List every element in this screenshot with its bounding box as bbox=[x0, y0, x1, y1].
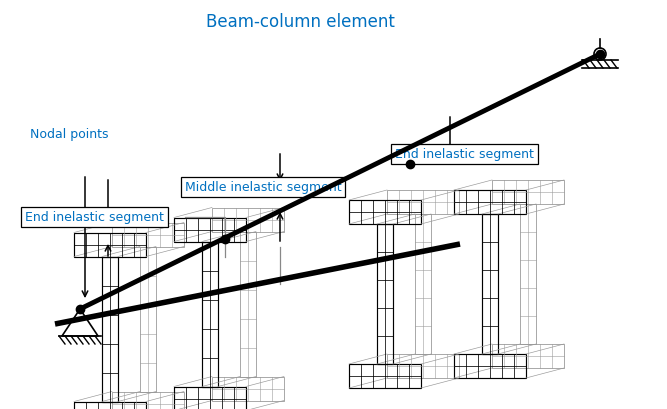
Bar bbox=[349, 200, 421, 225]
Bar bbox=[74, 402, 146, 409]
Bar bbox=[349, 364, 421, 388]
Bar bbox=[387, 354, 459, 378]
Bar bbox=[240, 232, 256, 377]
Bar bbox=[112, 391, 184, 409]
Bar bbox=[454, 354, 526, 378]
Bar bbox=[482, 214, 498, 354]
Bar bbox=[174, 387, 246, 409]
Bar bbox=[492, 180, 564, 204]
Bar bbox=[74, 233, 146, 257]
Bar bbox=[212, 208, 284, 232]
Text: End inelastic segment: End inelastic segment bbox=[25, 211, 164, 224]
Bar bbox=[112, 223, 184, 247]
Text: Beam-column element: Beam-column element bbox=[205, 13, 394, 31]
Bar bbox=[202, 242, 218, 387]
Bar bbox=[377, 225, 393, 364]
Bar bbox=[140, 247, 156, 391]
Bar bbox=[415, 214, 431, 354]
Bar bbox=[520, 204, 536, 344]
Bar bbox=[387, 191, 459, 214]
Bar bbox=[212, 377, 284, 400]
Text: Nodal points: Nodal points bbox=[30, 128, 109, 141]
Bar bbox=[454, 191, 526, 214]
Text: Middle inelastic segment: Middle inelastic segment bbox=[185, 181, 342, 194]
Bar bbox=[492, 344, 564, 368]
Text: End inelastic segment: End inelastic segment bbox=[395, 148, 534, 161]
Bar bbox=[102, 257, 118, 402]
Bar bbox=[174, 218, 246, 242]
